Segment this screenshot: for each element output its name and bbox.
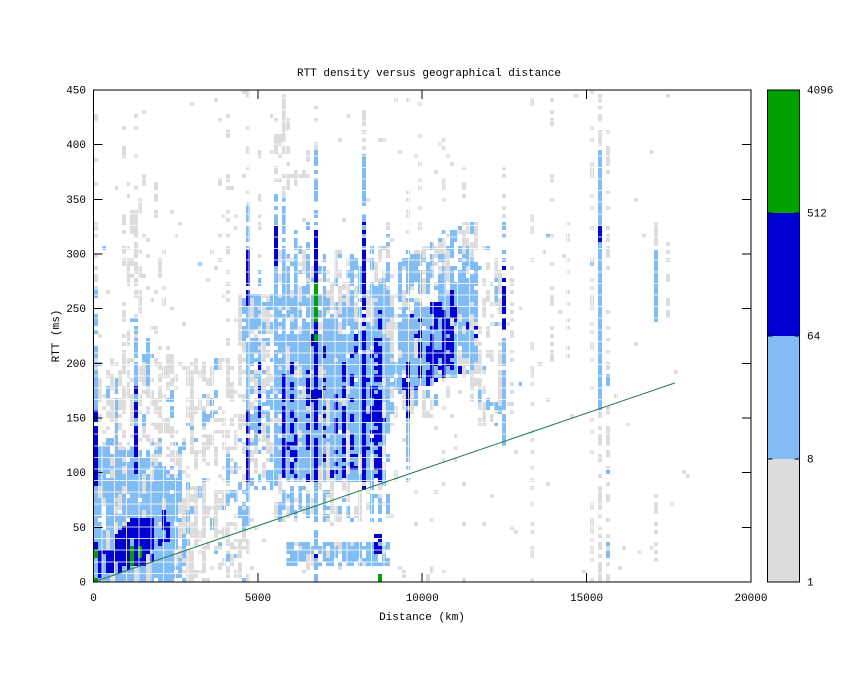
svg-text:0: 0 [90, 593, 97, 605]
svg-text:1: 1 [807, 578, 814, 590]
svg-text:0: 0 [79, 578, 86, 590]
svg-text:450: 450 [66, 86, 86, 98]
svg-text:300: 300 [66, 250, 86, 262]
svg-text:RTT (ms): RTT (ms) [51, 310, 63, 363]
svg-text:5000: 5000 [245, 593, 271, 605]
svg-text:50: 50 [73, 523, 86, 535]
svg-text:4096: 4096 [807, 86, 833, 98]
svg-text:Distance (km): Distance (km) [379, 612, 465, 624]
svg-text:20000: 20000 [734, 593, 767, 605]
svg-text:200: 200 [66, 359, 86, 371]
svg-text:150: 150 [66, 414, 86, 426]
svg-text:400: 400 [66, 140, 86, 152]
svg-text:350: 350 [66, 195, 86, 207]
svg-text:15000: 15000 [570, 593, 603, 605]
svg-text:512: 512 [807, 209, 827, 221]
svg-text:250: 250 [66, 304, 86, 316]
svg-text:RTT density versus geographica: RTT density versus geographical distance [297, 68, 561, 80]
svg-text:64: 64 [807, 332, 821, 344]
svg-text:8: 8 [807, 455, 814, 467]
svg-text:100: 100 [66, 468, 86, 480]
svg-text:10000: 10000 [406, 593, 439, 605]
